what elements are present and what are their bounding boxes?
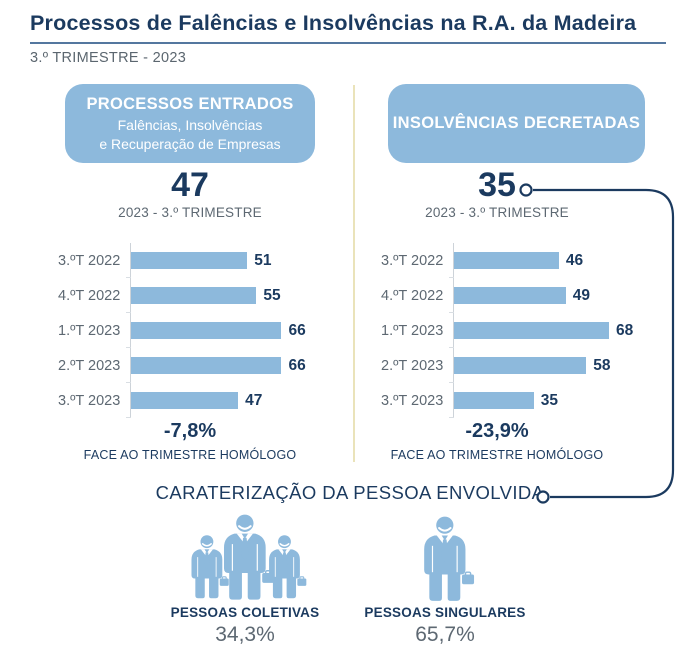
bar <box>454 322 610 339</box>
bar-track: 58 <box>448 348 611 383</box>
bar-value-label: 66 <box>288 356 306 374</box>
bar-value-label: 58 <box>593 356 611 374</box>
chart-row: 1.ºT 2023 66 <box>58 313 306 348</box>
bar-chart-insolvencias: 3.ºT 2022 46 4.ºT 2022 49 1.ºT 2023 68 2.ºT 20… <box>381 243 633 418</box>
chart-row: 4.ºT 2022 49 <box>381 278 633 313</box>
category-label: 4.ºT 2022 <box>381 287 444 304</box>
group-pessoas-singulares: PESSOAS SINGULARES 65,7% <box>355 512 535 647</box>
bar <box>131 287 257 304</box>
badge-subtitle-line2: e Recuperação de Empresas <box>99 135 281 152</box>
group-value: 65,7% <box>415 623 475 646</box>
chart-row: 3.ºT 2023 35 <box>381 383 633 418</box>
bar-track: 35 <box>448 383 559 418</box>
bar-track: 66 <box>126 313 306 348</box>
badge-subtitle-line1: Falências, Insolvências <box>117 116 263 133</box>
bar-track: 55 <box>126 278 281 313</box>
group-value: 34,3% <box>215 623 275 646</box>
group-label: PESSOAS SINGULARES <box>364 605 526 620</box>
category-label: 3.ºT 2022 <box>381 252 444 269</box>
category-label: 3.ºT 2022 <box>58 252 121 269</box>
bar-track: 68 <box>448 313 634 348</box>
bar-chart-processos: 3.ºT 2022 51 4.ºT 2022 55 1.ºT 2023 66 2.ºT 20… <box>58 243 306 418</box>
headline-period: 2023 - 3.º TRIMESTRE <box>118 205 262 220</box>
chart-row: 2.ºT 2023 66 <box>58 348 306 383</box>
category-label: 2.ºT 2023 <box>58 357 121 374</box>
bar-value-label: 35 <box>540 391 559 409</box>
category-label: 2.ºT 2023 <box>381 357 444 374</box>
bar-track: 66 <box>126 348 306 383</box>
category-label: 1.ºT 2023 <box>58 322 121 339</box>
bar <box>454 392 534 409</box>
category-label: 3.ºT 2023 <box>381 392 444 409</box>
variation-caption: FACE AO TRIMESTRE HOMÓLOGO <box>83 448 297 462</box>
bar-value-label: 49 <box>572 286 590 304</box>
bar <box>454 357 587 374</box>
business-person-icon <box>423 516 475 602</box>
category-label: 4.ºT 2022 <box>58 287 121 304</box>
category-label: 3.ºT 2023 <box>58 392 121 409</box>
title-underline <box>30 42 666 44</box>
business-person-icon <box>415 512 475 602</box>
bar <box>131 357 282 374</box>
bar-track: 47 <box>125 383 263 418</box>
badge-insolvencias-decretadas: INSOLVÊNCIAS DECRETADAS <box>388 84 645 163</box>
bar <box>454 287 566 304</box>
category-label: 1.ºT 2023 <box>381 322 444 339</box>
headline-period: 2023 - 3.º TRIMESTRE <box>425 205 569 220</box>
bar <box>131 252 248 269</box>
group-pessoas-coletivas: PESSOAS COLETIVAS 34,3% <box>155 512 335 647</box>
chart-row: 2.ºT 2023 58 <box>381 348 633 383</box>
group-label: PESSOAS COLETIVAS <box>170 605 320 620</box>
panel-divider <box>353 85 355 462</box>
variation-value: -23,9% <box>465 420 529 442</box>
variation-insolvencias: -23,9% FACE AO TRIMESTRE HOMÓLOGO <box>337 420 657 462</box>
business-people-group-icon <box>180 512 310 602</box>
bar-value-label: 47 <box>245 391 263 409</box>
bar-value-label: 46 <box>565 251 584 269</box>
headline-value: 35 <box>478 166 516 204</box>
business-people-group-icon <box>190 514 308 601</box>
badge-processos-entrados: PROCESSOS ENTRADOS Falências, Insolvênci… <box>65 84 315 163</box>
chart-row: 1.ºT 2023 68 <box>381 313 633 348</box>
page-subtitle: 3.º TRIMESTRE - 2023 <box>30 50 187 66</box>
badge-title: PROCESSOS ENTRADOS <box>86 95 294 114</box>
chart-row: 3.ºT 2022 46 <box>381 243 633 278</box>
chart-row: 3.ºT 2022 51 <box>58 243 306 278</box>
chart-row: 3.ºT 2023 47 <box>58 383 306 418</box>
badge-title: INSOLVÊNCIAS DECRETADAS <box>392 114 641 133</box>
headline-processos: 47 2023 - 3.º TRIMESTRE <box>30 168 350 220</box>
bar-value-label: 68 <box>616 321 634 339</box>
variation-processos: -7,8% FACE AO TRIMESTRE HOMÓLOGO <box>30 420 350 462</box>
characterization-heading: CARATERIZAÇÃO DA PESSOA ENVOLVIDA <box>155 482 545 503</box>
bar-value-label: 55 <box>263 286 281 304</box>
variation-caption: FACE AO TRIMESTRE HOMÓLOGO <box>390 448 604 462</box>
headline-value: 47 <box>171 166 209 204</box>
bar-value-label: 51 <box>254 251 272 269</box>
bar <box>131 392 239 409</box>
bar <box>454 252 559 269</box>
variation-value: -7,8% <box>163 420 217 442</box>
bar-track: 51 <box>126 243 272 278</box>
headline-insolvencias: 35 2023 - 3.º TRIMESTRE <box>337 168 657 220</box>
bar-value-label: 66 <box>288 321 306 339</box>
chart-row: 4.ºT 2022 55 <box>58 278 306 313</box>
bar-track: 49 <box>449 278 590 313</box>
page-title: Processos de Falências e Insolvências na… <box>30 11 637 35</box>
bar-track: 46 <box>448 243 584 278</box>
bar <box>131 322 282 339</box>
